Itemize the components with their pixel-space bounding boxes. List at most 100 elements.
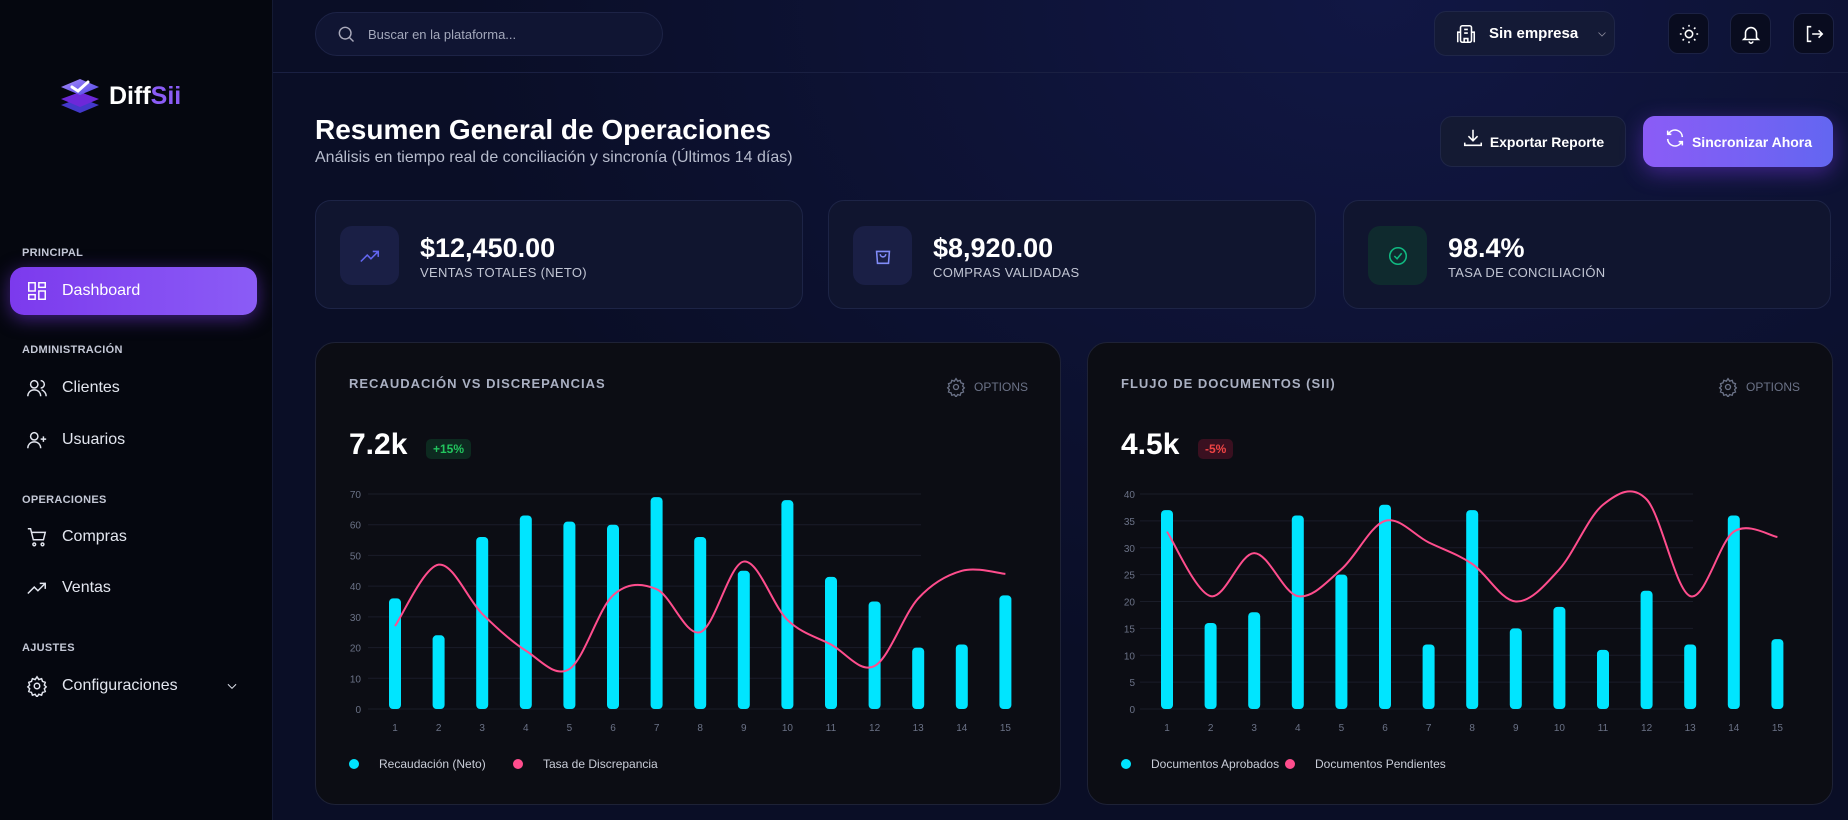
- sidebar-item-label: Compras: [62, 528, 127, 545]
- x-tick-label: 3: [479, 723, 485, 734]
- y-tick-label: 40: [1124, 490, 1136, 501]
- sync-label: Sincronizar Ahora: [1691, 133, 1813, 150]
- check-circle-icon: [1388, 246, 1407, 265]
- search-bar[interactable]: [315, 12, 663, 56]
- sidebar-item-compras[interactable]: Compras: [10, 513, 257, 561]
- users-icon: [27, 379, 47, 397]
- theme-toggle-button[interactable]: [1668, 13, 1709, 54]
- x-tick-label: 7: [654, 723, 660, 734]
- bar: [1161, 510, 1173, 709]
- y-tick-label: 10: [1124, 651, 1136, 662]
- logo[interactable]: DiffSii: [57, 76, 181, 116]
- bar: [737, 570, 750, 709]
- legend-item[interactable]: Documentos Aprobados: [1121, 757, 1279, 771]
- legend-dot: [349, 759, 359, 769]
- bar: [1553, 606, 1566, 709]
- sidebar-item-label: Dashboard: [62, 282, 141, 299]
- sidebar-item-label: Configuraciones: [62, 677, 178, 694]
- kpi-icon-box: [1368, 226, 1427, 285]
- options-label: OPTIONS: [973, 380, 1028, 394]
- delta-badge: +15%: [426, 439, 472, 459]
- x-tick-label: 4: [1295, 723, 1301, 734]
- x-tick-label: 9: [1513, 723, 1519, 734]
- user-plus-icon: [27, 431, 47, 449]
- bar: [1771, 639, 1784, 709]
- kpi-label: COMPRAS VALIDADAS: [933, 265, 1080, 280]
- x-tick-label: 6: [1382, 723, 1388, 734]
- y-tick-label: 40: [350, 582, 362, 593]
- export-report-button[interactable]: Exportar Reporte: [1440, 116, 1626, 167]
- y-tick-label: 50: [350, 551, 362, 562]
- y-tick-label: 0: [355, 705, 361, 716]
- page-subtitle: Análisis en tiempo real de conciliación …: [315, 149, 793, 166]
- logo-layers-icon: [61, 79, 99, 113]
- bar: [519, 515, 532, 709]
- sidebar-item-dashboard[interactable]: Dashboard: [10, 267, 257, 315]
- y-tick-label: 60: [350, 521, 362, 532]
- search-input[interactable]: [368, 26, 628, 42]
- legend-item[interactable]: Recaudación (Neto): [349, 757, 486, 771]
- bar: [1379, 504, 1391, 709]
- legend-item[interactable]: Tasa de Discrepancia: [513, 757, 658, 771]
- sidebar-item-clientes[interactable]: Clientes: [10, 364, 257, 412]
- kpi-icon-box: [340, 226, 399, 285]
- building-icon: [1456, 24, 1476, 43]
- chart-title: RECAUDACIÓN VS DISCREPANCIAS: [349, 376, 606, 391]
- bar: [1204, 623, 1217, 709]
- x-tick-label: 8: [697, 723, 703, 734]
- bar: [1597, 649, 1609, 709]
- bar: [825, 576, 837, 709]
- kpi-card: 98.4% TASA DE CONCILIACIÓN: [1343, 200, 1831, 309]
- sidebar-item-configuraciones[interactable]: Configuraciones: [10, 662, 257, 710]
- logout-button[interactable]: [1793, 13, 1834, 54]
- legend-dot: [513, 759, 523, 769]
- chart-options-button[interactable]: OPTIONS: [946, 377, 1028, 397]
- chart-card: FLUJO DE DOCUMENTOS (SII) OPTIONS 4.5k -…: [1087, 342, 1833, 805]
- y-tick-label: 5: [1129, 678, 1135, 689]
- x-tick-label: 2: [436, 723, 442, 734]
- bar: [912, 647, 925, 709]
- gear-icon: [1718, 377, 1738, 397]
- kpi-card: $12,450.00 VENTAS TOTALES (NETO): [315, 200, 803, 309]
- legend-label: Documentos Aprobados: [1151, 757, 1280, 771]
- bar: [1335, 574, 1348, 709]
- notifications-button[interactable]: [1730, 13, 1771, 54]
- company-name: Sin empresa: [1489, 25, 1579, 42]
- chevron-down-icon[interactable]: [225, 679, 239, 693]
- x-tick-label: 11: [826, 723, 837, 734]
- x-tick-label: 5: [1339, 723, 1345, 734]
- bar: [1684, 644, 1697, 709]
- line-series: [1166, 490, 1778, 603]
- delta-badge: -5%: [1198, 439, 1234, 459]
- sidebar-section-label: OPERACIONES: [22, 494, 107, 506]
- bar: [1640, 590, 1653, 709]
- options-label: OPTIONS: [1745, 380, 1800, 394]
- y-tick-label: 70: [350, 490, 362, 501]
- chevron-down-icon: [1598, 31, 1607, 37]
- legend-label: Tasa de Discrepancia: [543, 757, 658, 771]
- sidebar-item-ventas[interactable]: Ventas: [10, 564, 257, 612]
- y-tick-label: 35: [1124, 517, 1136, 528]
- sun-icon: [1679, 24, 1698, 43]
- sidebar-item-usuarios[interactable]: Usuarios: [10, 416, 257, 464]
- download-icon: [1463, 129, 1482, 146]
- legend-item[interactable]: Documentos Pendientes: [1285, 757, 1446, 771]
- kpi-value: $12,450.00: [420, 233, 556, 263]
- chart-options-button[interactable]: OPTIONS: [1718, 377, 1800, 397]
- legend-label: Recaudación (Neto): [379, 757, 486, 771]
- kpi-icon-box: [853, 226, 912, 285]
- bar: [955, 644, 968, 709]
- chart-headline-value: 7.2k: [349, 428, 408, 461]
- x-tick-label: 4: [523, 723, 529, 734]
- y-tick-label: 15: [1124, 624, 1136, 635]
- refresh-icon: [1666, 128, 1684, 147]
- sync-now-button[interactable]: Sincronizar Ahora: [1643, 116, 1833, 167]
- sidebar-item-label: Clientes: [62, 379, 120, 396]
- x-tick-label: 1: [1164, 723, 1170, 734]
- x-tick-label: 15: [1772, 723, 1784, 734]
- company-selector[interactable]: Sin empresa: [1434, 11, 1615, 56]
- bar: [476, 537, 489, 709]
- gear-icon: [946, 377, 966, 397]
